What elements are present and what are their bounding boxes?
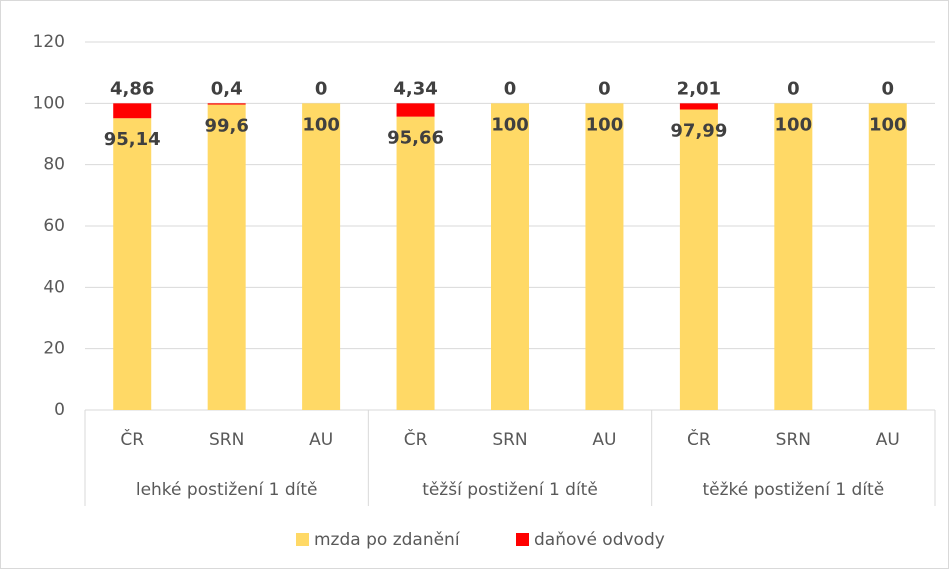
x-tick-label: SRN xyxy=(492,430,527,450)
bar-segment xyxy=(113,118,152,410)
x-tick-label: SRN xyxy=(776,430,811,450)
bar-segment xyxy=(113,103,152,119)
data-label: 4,34 xyxy=(393,78,437,99)
y-tick-label: 40 xyxy=(43,277,65,297)
x-tick-label: ČR xyxy=(404,428,428,450)
data-label: 100 xyxy=(775,114,813,135)
y-tick-label: 100 xyxy=(33,93,65,113)
bar-segment xyxy=(396,116,435,410)
bar-segment xyxy=(679,109,718,411)
legend-label: mzda po zdanění xyxy=(314,530,461,550)
data-label: 0 xyxy=(504,78,517,99)
x-tick-label: AU xyxy=(309,430,333,450)
data-label: 95,14 xyxy=(104,129,161,150)
y-tick-label: 20 xyxy=(43,339,65,359)
bar-segment xyxy=(679,103,718,110)
bar-segment xyxy=(585,103,624,410)
y-tick-label: 120 xyxy=(33,32,65,52)
group-label: lehké postižení 1 dítě xyxy=(136,480,318,500)
legend-swatch xyxy=(516,533,529,546)
bar-segment xyxy=(302,103,341,410)
legend-label: daňové odvody xyxy=(534,530,665,550)
bar-segment xyxy=(207,103,246,105)
data-label: 0 xyxy=(787,78,800,99)
data-label: 0 xyxy=(598,78,611,99)
data-label: 99,6 xyxy=(204,116,248,137)
bar-segment xyxy=(868,103,907,410)
x-tick-label: ČR xyxy=(120,428,144,450)
bar-segment xyxy=(491,103,529,410)
x-tick-label: AU xyxy=(876,430,900,450)
data-label: 100 xyxy=(586,114,624,135)
data-label: 0,4 xyxy=(211,78,243,99)
data-label: 4,86 xyxy=(110,78,154,99)
x-tick-label: ČR xyxy=(687,428,711,450)
bar-segment xyxy=(207,104,246,410)
data-label: 100 xyxy=(302,114,340,135)
x-tick-label: SRN xyxy=(209,430,244,450)
bar-segment xyxy=(774,103,813,410)
bar-segment xyxy=(396,103,435,117)
y-tick-label: 0 xyxy=(54,400,65,420)
data-label: 0 xyxy=(315,78,328,99)
y-tick-label: 60 xyxy=(43,216,65,236)
group-label: těžší postižení 1 dítě xyxy=(422,480,598,500)
data-label: 100 xyxy=(491,114,529,135)
y-tick-label: 80 xyxy=(43,155,65,175)
data-label: 95,66 xyxy=(387,128,444,149)
data-label: 2,01 xyxy=(677,78,721,99)
data-label: 97,99 xyxy=(670,120,727,141)
group-label: těžké postižení 1 dítě xyxy=(702,480,884,500)
x-tick-label: AU xyxy=(592,430,616,450)
data-label: 0 xyxy=(882,78,895,99)
legend-swatch xyxy=(296,533,309,546)
data-label: 100 xyxy=(869,114,907,135)
